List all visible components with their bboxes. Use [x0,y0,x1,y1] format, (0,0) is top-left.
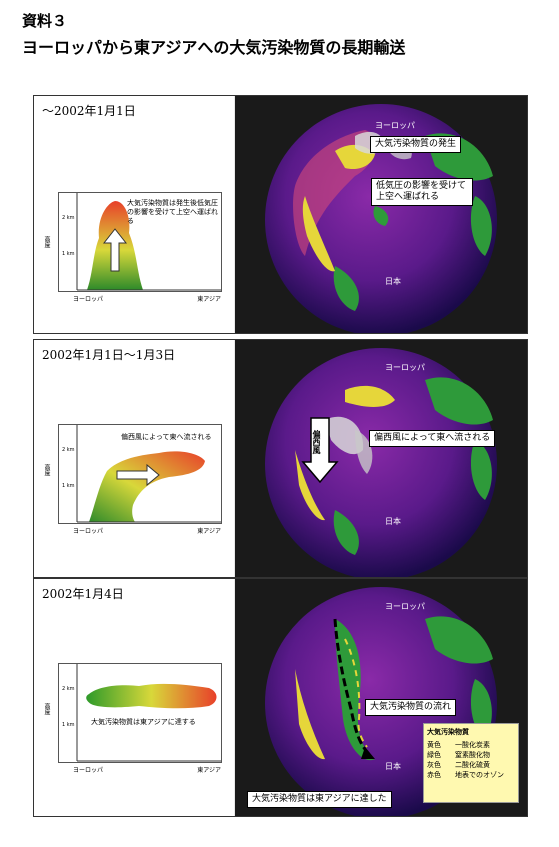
panel-2-plume [76,425,221,523]
x-label-left: ヨーロッパ [73,767,104,774]
panel-1: 〜2002年1月1日 2 km 1 km 大気汚染物質は発生後低気圧の影響を受け… [33,95,528,334]
panel-1-diagram: 〜2002年1月1日 2 km 1 km 大気汚染物質は発生後低気圧の影響を受け… [34,96,234,333]
tick-1km: 1 km [62,483,75,489]
panel-1-globe-image: 大気汚染物質の発生 低気圧の影響を受けて上空へ運ばれる ヨーロッパ 日本 [235,96,527,333]
document-title: ヨーロッパから東アジアへの大気汚染物質の長期輸送 [22,38,406,57]
panel-3-globe-image: 大気汚染物質の流れ 大気汚染物質は東アジアに達した ヨーロッパ 日本 大気汚染物… [235,579,527,816]
callout-reached: 大気汚染物質は東アジアに達した [247,791,392,808]
pollutant-legend: 大気汚染物質 黄色 一酸化炭素 緑色 窒素酸化物 灰色 二酸化硫黄 赤色 地表でのオゾン [423,723,519,803]
callout-flow: 大気汚染物質の流れ [365,699,457,716]
panel-3-plume [76,664,221,762]
x-label-right: 東アジア [197,767,221,774]
legend-title: 大気汚染物質 [427,728,469,736]
panel-1-chart-note: 大気汚染物質は発生後低気圧の影響を受けて上空へ運ばれる [127,199,218,225]
panel-2-diagram: 2002年1月1日〜1月3日 2 km 1 km 偏西風によって東へ流される ヨ… [34,340,234,577]
panel-3-diagram: 2002年1月4日 2 km 1 km 大気汚染物質は東アジアに達する ヨーロッ… [34,579,234,816]
panel-3: 2002年1月4日 2 km 1 km 大気汚染物質は東アジアに達する ヨーロッ… [33,578,528,817]
y-axis-label: 高度 [43,464,50,476]
callout-emission: 大気汚染物質の発生 [370,136,462,153]
tick-1km: 1 km [62,251,75,257]
panel-3-date: 2002年1月4日 [42,587,124,601]
panel-3-chart-note: 大気汚染物質は東アジアに達する [91,718,196,726]
tick-2km: 2 km [62,447,75,453]
label-japan: 日本 [385,762,401,771]
westerlies-arrow-label: 偏西風 [312,430,321,454]
tick-2km: 2 km [62,686,75,692]
legend-row: 黄色 一酸化炭素 [427,741,490,749]
x-label-right: 東アジア [197,528,221,535]
legend-row: 灰色 二酸化硫黄 [427,761,490,769]
x-label-left: ヨーロッパ [73,528,104,535]
panel-2-chart: 2 km 1 km 偏西風によって東へ流される ヨーロッパ 東アジア [58,424,222,535]
panel-1-date: 〜2002年1月1日 [42,104,136,118]
tick-2km: 2 km [62,215,75,221]
panel-2-date: 2002年1月1日〜1月3日 [42,348,176,362]
y-axis-label: 高度 [43,236,50,248]
y-axis-label: 高度 [43,703,50,715]
panel-2-globe-image: 偏西風 偏西風によって東へ流される ヨーロッパ 日本 [235,340,527,577]
label-europe: ヨーロッパ [385,363,425,372]
tick-1km: 1 km [62,722,75,728]
callout-lifted: 低気圧の影響を受けて上空へ運ばれる [371,178,473,206]
panel-2: 2002年1月1日〜1月3日 2 km 1 km 偏西風によって東へ流される ヨ… [33,339,528,578]
label-japan: 日本 [385,277,401,286]
legend-row: 赤色 地表でのオゾン [427,771,504,779]
panel-1-chart: 2 km 1 km 大気汚染物質は発生後低気圧の影響を受けて上空へ運ばれる ヨー… [58,192,222,303]
x-label-right: 東アジア [197,296,221,303]
legend-row: 緑色 窒素酸化物 [427,751,490,759]
globe-1 [265,104,497,333]
document-label: 資料３ [22,12,68,30]
label-japan: 日本 [385,517,401,526]
panel-2-chart-note: 偏西風によって東へ流される [121,433,212,441]
label-europe: ヨーロッパ [375,121,415,130]
globe-2 [265,348,497,577]
panel-3-chart: 2 km 1 km 大気汚染物質は東アジアに達する ヨーロッパ 東アジア [58,663,222,774]
panel-1-plume [76,193,221,291]
x-label-left: ヨーロッパ [73,296,104,303]
label-europe: ヨーロッパ [385,602,425,611]
callout-westerlies: 偏西風によって東へ流される [369,430,496,447]
